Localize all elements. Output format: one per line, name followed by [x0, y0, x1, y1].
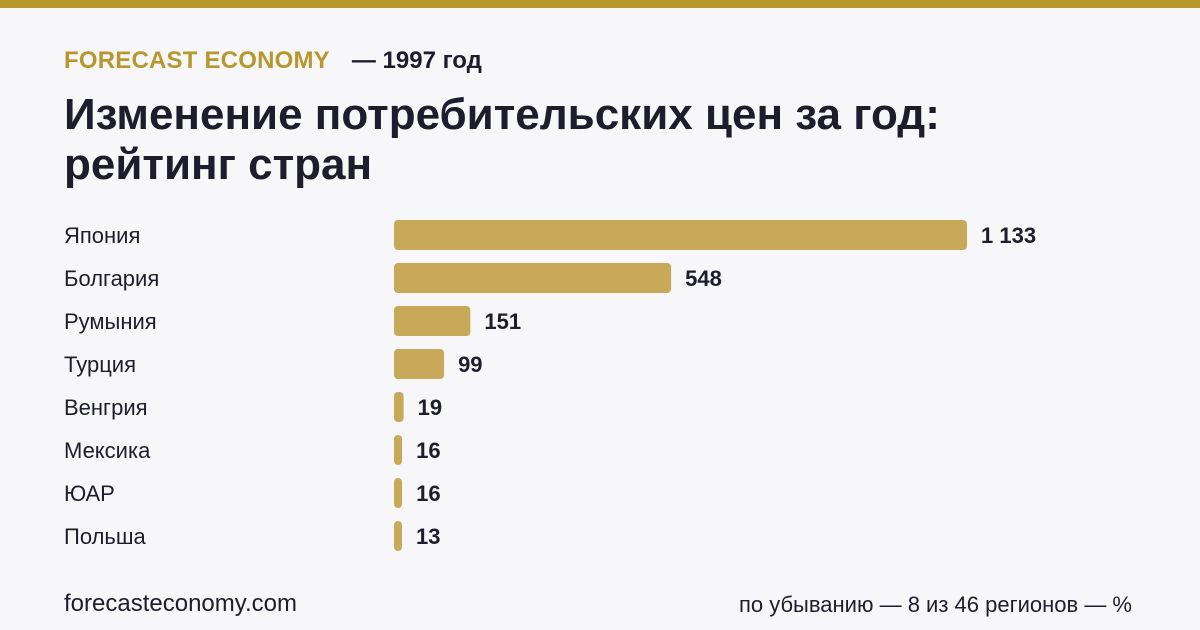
value-label: 151 — [484, 309, 521, 334]
category-label: Болгария — [64, 266, 159, 291]
category-label: Польша — [64, 524, 147, 549]
value-label: 1 133 — [981, 223, 1036, 248]
year-label: — 1997 год — [351, 47, 482, 74]
value-label: 16 — [416, 438, 440, 463]
bar — [394, 349, 445, 379]
footer-site: forecasteconomy.com — [64, 590, 297, 617]
category-label: Румыния — [64, 309, 157, 334]
category-label: Япония — [64, 223, 140, 248]
bar — [394, 521, 402, 551]
bar — [394, 263, 672, 293]
top-accent-bar — [0, 0, 1200, 8]
footer-note: по убыванию — 8 из 46 регионов — % — [738, 592, 1132, 617]
kicker: FORECAST ECONOMY — 1997 год — [64, 44, 482, 78]
bar-chart: Япония 1 133 Болгария 548 Румыния 151 Турция 99… — [64, 220, 1036, 551]
bar — [394, 478, 403, 508]
value-label: 19 — [418, 395, 442, 420]
bar — [394, 220, 967, 250]
bar — [394, 306, 471, 336]
brand-name: FORECAST ECONOMY — [64, 47, 330, 74]
value-label: 99 — [458, 352, 482, 377]
category-label: Мексика — [64, 438, 151, 463]
category-label: ЮАР — [64, 481, 115, 506]
page-title: Изменение потребительских цен за год: ре… — [64, 90, 940, 189]
bar — [394, 392, 404, 422]
bar — [394, 435, 403, 465]
category-label: Турция — [64, 352, 136, 377]
value-label: 16 — [416, 481, 440, 506]
category-label: Венгрия — [64, 395, 148, 420]
value-label: 548 — [685, 266, 722, 291]
value-label: 13 — [416, 524, 440, 549]
